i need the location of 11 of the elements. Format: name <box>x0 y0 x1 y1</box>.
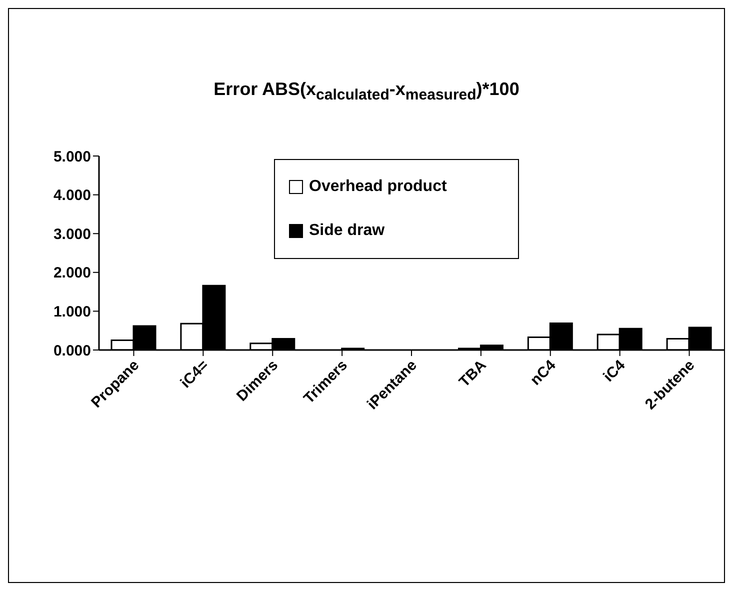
x-tick-label: TBA <box>456 356 490 391</box>
x-tick-label: iC4 <box>600 356 630 386</box>
y-tick-label: 4.000 <box>53 187 91 204</box>
y-tick-label: 2.000 <box>53 264 91 282</box>
chart-title: Error ABS(x$_{calculated}$-x$_{measured}$)*100 <box>212 79 520 104</box>
y-tick-label: 1.000 <box>53 304 91 321</box>
y-tick-label: 0.000 <box>53 342 91 360</box>
y-tick-label: 3.000 <box>53 226 91 243</box>
legend-label: Side draw <box>308 222 386 240</box>
y-tick-label: 5.000 <box>53 148 91 166</box>
legend-label: Overhead product <box>308 178 448 196</box>
